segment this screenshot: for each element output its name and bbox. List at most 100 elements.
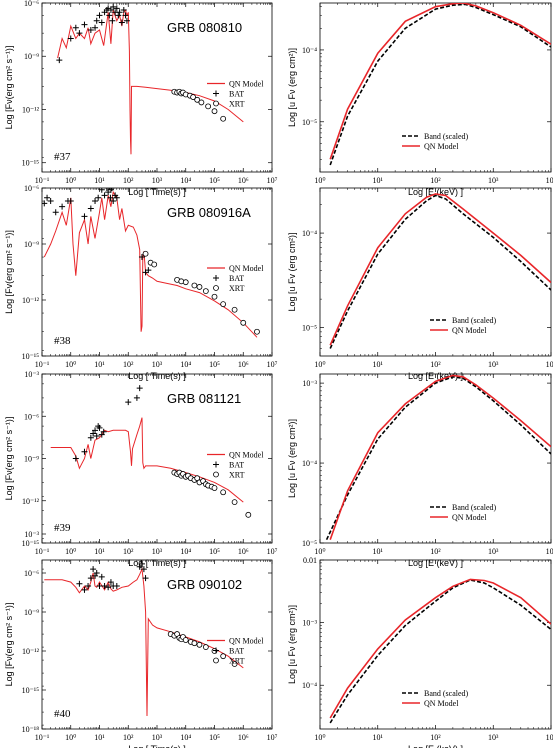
- plot-area: [329, 3, 551, 166]
- y-tick-label: 10⁻¹²: [22, 105, 40, 114]
- bat-data-point: [113, 5, 120, 12]
- bat-data-point: [95, 194, 102, 201]
- x-tick-label: 10¹: [94, 547, 105, 556]
- x-tick-label: 10³: [152, 547, 163, 556]
- legend-bat-label: BAT: [229, 461, 244, 470]
- grb-title: GRB 080916A: [167, 205, 251, 220]
- y-axis-label: Log [u Fν (erg cm²)]: [287, 605, 297, 684]
- x-tick-label: 10²: [430, 176, 441, 185]
- x-tick-label: 10⁴: [180, 176, 191, 185]
- bat-data-point: [47, 198, 54, 205]
- x-tick-label: 10²: [430, 360, 441, 369]
- qn-model-curve: [329, 193, 551, 346]
- plot-area: [56, 3, 244, 155]
- bat-data-point: [116, 9, 123, 16]
- xrt-data-point: [254, 328, 260, 335]
- x-tick-label: 10⁶: [238, 176, 249, 185]
- x-tick-label: 10¹: [373, 176, 384, 185]
- y-axis-label: Log [Fν(erg cm² s⁻¹)]: [4, 46, 14, 130]
- band-scaled-curve: [329, 3, 551, 166]
- y-tick-label: 10⁻¹⁵: [22, 352, 40, 361]
- x-tick-label: 10³: [488, 733, 499, 742]
- bat-data-point: [138, 560, 145, 563]
- bat-data-point: [133, 394, 140, 401]
- x-axis-label: Log [ Time(s) ]: [128, 744, 186, 748]
- y-tick-label: 0.01: [303, 556, 317, 565]
- legend-bat-label: BAT: [229, 647, 244, 656]
- y-tick-label: 10⁻¹⁵: [22, 686, 40, 695]
- y-axis-label: Log [u Fv (erg cm²)]: [287, 232, 297, 311]
- xrt-data-point: [220, 653, 227, 660]
- x-tick-label: 10¹: [373, 733, 384, 742]
- x-tick-label: 10⁻¹: [35, 547, 50, 556]
- bat-data-point: [72, 455, 79, 462]
- x-tick-label: 10²: [430, 733, 441, 742]
- xrt-data-point: [202, 288, 209, 294]
- qn-model-curve: [329, 3, 551, 160]
- grb-id-label: #40: [54, 708, 71, 720]
- y-axis-label: Log [Fv(erg cm² s⁻¹)]: [4, 230, 14, 314]
- bat-data-point: [100, 428, 107, 435]
- grb-title: GRB 090102: [167, 577, 242, 592]
- grb-id-label: #37: [54, 151, 71, 163]
- grb-id-label: #39: [54, 522, 71, 534]
- bat-data-point: [123, 17, 130, 24]
- xrt-data-point: [191, 282, 198, 289]
- x-tick-label: 10³: [488, 176, 499, 185]
- xrt-data-point: [190, 94, 196, 100]
- y-tick-label: 10⁻⁵: [302, 324, 317, 333]
- bat-data-point: [98, 19, 105, 26]
- legend-bat-label: BAT: [229, 90, 244, 99]
- bat-data-point: [145, 267, 152, 274]
- x-tick-label: 10⁷: [267, 733, 278, 742]
- band-scaled-curve: [329, 579, 551, 724]
- xrt-data-point: [196, 641, 203, 648]
- legend-band-label: Band (scaled): [452, 316, 497, 325]
- y-tick-label: 10⁻⁵: [302, 539, 317, 548]
- plot-area: [42, 188, 260, 338]
- bat-data-point: [115, 12, 122, 19]
- xrt-data-point: [211, 485, 218, 491]
- x-tick-label: 10⁵: [209, 176, 220, 185]
- y-tick-label: 10⁻¹⁸: [22, 725, 40, 734]
- x-tick-label: 10⁶: [238, 547, 249, 556]
- xrt-data-point: [220, 115, 227, 122]
- x-tick-label: 10⁵: [209, 733, 220, 742]
- xrt-data-point: [211, 293, 218, 300]
- y-axis-label: Log [u Fν (erg cm²)]: [287, 419, 297, 498]
- panel-8: 10⁰ 10¹ 10² 10³ 10⁴ 0.01 10⁻³ 10⁻⁴ Log [E (keV) …: [287, 556, 553, 748]
- legend-bat-marker: [213, 275, 219, 281]
- bat-data-point: [107, 579, 114, 586]
- x-tick-label: 10⁴: [546, 360, 553, 369]
- bat-data-point: [98, 573, 105, 580]
- y-axis-label: Log [u Fν (erg cm²)]: [287, 48, 297, 127]
- x-tick-label: 10⁰: [65, 360, 76, 369]
- y-tick-label: 10⁻⁶: [24, 184, 39, 193]
- qn-model-curve: [50, 417, 244, 503]
- qn-model-curve: [43, 190, 258, 338]
- x-tick-label: 10⁵: [209, 547, 220, 556]
- legend-qn-label: QN Model: [229, 264, 264, 273]
- panel-1: 10⁻¹ 10⁰ 10¹ 10² 10³ 10⁴ 10⁵ 10⁶ 10⁷ 10⁻⁶ 10⁻⁹ 10⁻¹…: [4, 0, 278, 197]
- bat-data-point: [59, 203, 66, 210]
- bat-data-point: [120, 7, 127, 14]
- y-tick-label: 10⁻³: [24, 370, 39, 379]
- panel-5: 10⁻¹ 10⁰ 10¹ 10² 10³ 10⁴ 10⁵ 10⁶ 10⁷ 10⁻³ 10⁻⁶ 10⁻⁹…: [4, 370, 278, 568]
- bat-data-point: [96, 583, 103, 589]
- y-tick-label: 10⁻⁶: [24, 0, 39, 8]
- legend-qn-label: QN Model: [452, 326, 487, 335]
- y-tick-label: 10⁻³: [302, 619, 317, 628]
- y-tick-label: 10⁻¹²: [22, 296, 40, 305]
- x-tick-label: 10²: [123, 733, 134, 742]
- y-tick-label: 10⁻⁶: [24, 569, 39, 578]
- qn-model-curve: [44, 567, 244, 717]
- plot-area: [325, 374, 551, 541]
- y-tick-label: 10⁻⁴: [302, 459, 317, 468]
- xrt-data-point: [205, 103, 212, 110]
- bat-data-point: [107, 188, 114, 193]
- bat-data-point: [142, 575, 149, 582]
- bat-data-point: [103, 188, 110, 191]
- legend-xrt-label: XRT: [229, 471, 245, 480]
- bat-data-point: [90, 430, 97, 437]
